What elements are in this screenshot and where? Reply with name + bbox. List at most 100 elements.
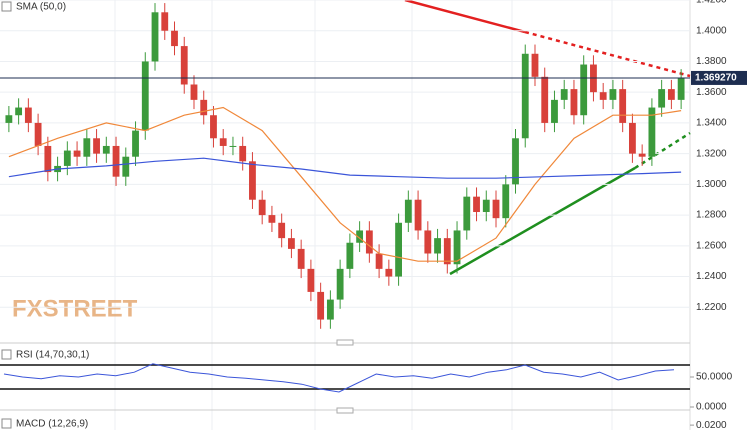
candle-body — [609, 89, 617, 100]
candle-body — [63, 150, 71, 166]
candle-body — [200, 99, 208, 116]
candle-body — [93, 138, 100, 154]
candle-body — [629, 122, 636, 154]
candle-body — [502, 184, 510, 219]
indicator-title: MACD (12,26,9) — [16, 419, 88, 430]
candle-body — [385, 268, 393, 277]
candle-body — [414, 199, 422, 231]
candle-body — [336, 268, 344, 300]
candle-body — [229, 145, 237, 147]
candle-body — [667, 89, 675, 100]
current-price-box — [691, 70, 747, 85]
candle-body — [180, 46, 188, 85]
legend-box[interactable] — [1, 1, 12, 12]
candle-body — [307, 268, 315, 292]
y-tick-label: 1.2600 — [696, 240, 727, 251]
candle-body — [278, 222, 286, 239]
y-tick-label: 1.3000 — [696, 179, 727, 190]
pane-handle[interactable] — [336, 339, 354, 346]
candle-body — [171, 30, 178, 47]
support-extension — [634, 131, 691, 170]
y-tick-label: 1.3600 — [696, 87, 727, 98]
candle-body — [15, 107, 23, 116]
candle-body — [531, 53, 539, 77]
y-tick-label: 1.4000 — [696, 25, 727, 36]
candle-body — [268, 215, 276, 223]
candle-body — [434, 238, 441, 254]
candle-body — [24, 107, 32, 123]
candle-body — [521, 53, 529, 139]
candle-body — [424, 230, 432, 254]
candle-body — [5, 115, 13, 123]
candle-body — [443, 238, 451, 265]
candle-body — [326, 299, 334, 320]
candle-body — [658, 89, 666, 108]
candle-body — [34, 122, 42, 146]
y-tick-label: 1.2200 — [696, 302, 727, 313]
candle-body — [190, 84, 198, 100]
candle-body — [648, 107, 656, 157]
legend-box[interactable] — [1, 349, 12, 360]
current-price-label: 1.369270 — [695, 73, 737, 84]
legend-box[interactable] — [1, 418, 12, 429]
candle-body — [239, 145, 247, 162]
y-tick-label: 1.3200 — [696, 148, 727, 159]
candle-body — [83, 138, 91, 157]
candle-body — [297, 248, 305, 269]
candle-body — [122, 156, 130, 177]
logo: FXSTREET — [12, 295, 138, 322]
candle-body — [570, 89, 578, 116]
candle-body — [141, 61, 149, 131]
candle-body — [463, 196, 471, 231]
rsi-line — [3, 363, 675, 393]
candle-body — [677, 78, 685, 100]
candle-body — [375, 253, 383, 269]
candle-body — [161, 12, 169, 31]
candle-body — [112, 145, 120, 177]
candle-body — [151, 12, 159, 62]
candle-body — [73, 150, 81, 157]
candle-body — [473, 196, 480, 213]
candle-body — [365, 230, 373, 254]
candle-body — [560, 89, 568, 100]
candle-body — [249, 161, 256, 200]
indicator-title: RSI (14,70,30,1) — [16, 350, 89, 361]
candle-body — [482, 199, 490, 213]
candle-body — [599, 92, 607, 100]
candle-body — [210, 115, 217, 139]
support-line — [449, 166, 636, 276]
moving-average — [8, 157, 682, 179]
candle-body — [580, 64, 588, 116]
candle-body — [288, 238, 295, 249]
resistance-extension — [524, 30, 691, 78]
y-tick-label: 50.0000 — [696, 372, 733, 383]
moving-average — [8, 106, 682, 262]
resistance-line — [404, 0, 526, 34]
candle-body — [356, 230, 364, 243]
candle-body — [102, 145, 110, 154]
y-tick-label: 1.3400 — [696, 118, 727, 129]
candle-body — [219, 138, 227, 146]
y-tick-label: 0.0200 — [696, 420, 727, 430]
y-tick-label: 1.3800 — [696, 56, 727, 67]
candle-body — [395, 222, 402, 277]
candle-body — [346, 242, 354, 269]
y-tick-label: 0.0000 — [696, 402, 727, 413]
candle-body — [258, 199, 266, 216]
y-tick-label: 1.2400 — [696, 271, 727, 282]
candle-body — [619, 89, 627, 123]
candle-body — [512, 138, 519, 185]
y-tick-label: 1.2800 — [696, 210, 727, 221]
candle-body — [541, 76, 549, 123]
y-tick-label: 1.4200 — [696, 0, 727, 6]
candle-body — [317, 291, 325, 320]
pane-handle[interactable] — [336, 407, 354, 414]
candle-body — [44, 145, 52, 173]
candle-body — [551, 99, 558, 123]
candle-body — [453, 230, 461, 265]
indicator-title: SMA (50,0) — [16, 2, 66, 13]
candle-body — [404, 199, 412, 223]
candle-body — [638, 153, 646, 157]
candle-body — [492, 199, 500, 219]
